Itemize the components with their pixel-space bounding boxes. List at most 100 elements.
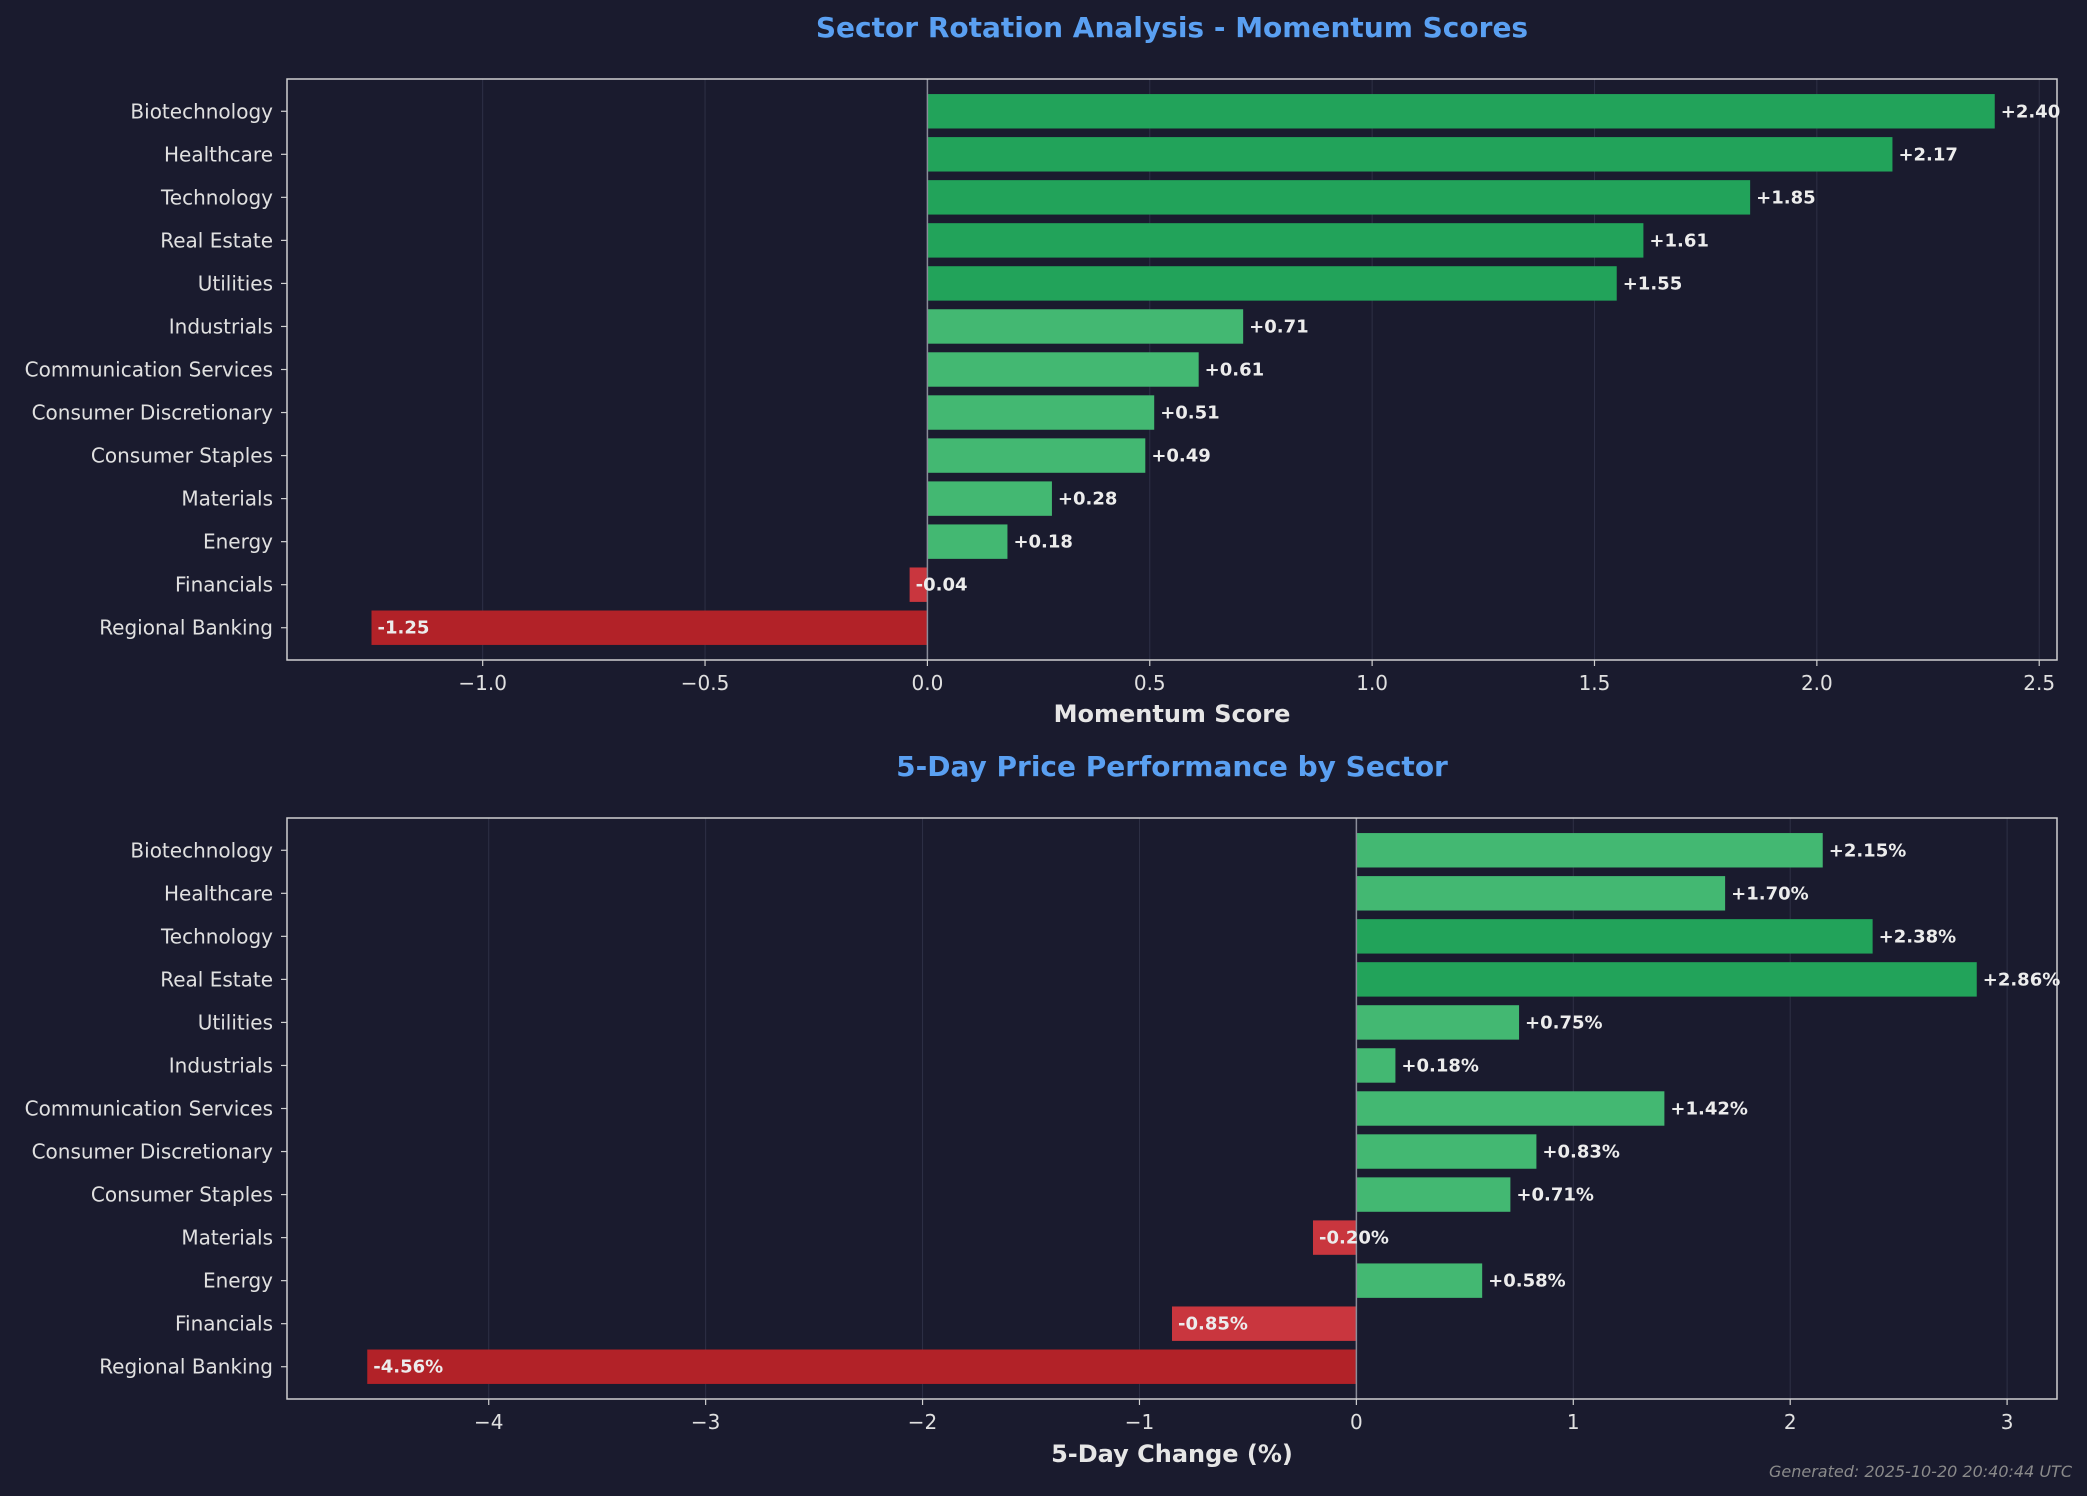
data-label: -4.56% [373,1357,443,1378]
x-tick-label: 1.0 [1356,671,1388,695]
bar [927,481,1052,516]
category-label: Biotechnology [130,99,273,123]
category-label: Utilities [198,271,273,295]
x-tick-label: 1 [1567,1410,1580,1434]
bar [1356,1091,1665,1126]
data-label: +0.71 [1249,316,1309,337]
bar [927,266,1617,301]
x-tick-label: 0 [1350,1410,1363,1434]
data-label: +2.17 [1898,144,1958,165]
category-label: Consumer Staples [91,444,273,468]
category-label: Financials [175,1312,273,1336]
x-tick-label: −2 [908,1410,937,1434]
bar [1356,876,1726,911]
data-label: +0.61 [1205,360,1265,381]
category-label: Biotechnology [130,838,273,862]
bar [1172,1306,1357,1341]
bar [1356,1263,1483,1298]
data-label: +0.58% [1488,1271,1566,1292]
x-tick-label: −4 [474,1410,503,1434]
bar [927,94,1995,129]
x-tick-label: 0.0 [911,671,943,695]
x-tick-label: −3 [691,1410,720,1434]
data-label: +1.42% [1670,1099,1748,1120]
category-label: Utilities [198,1010,273,1034]
x-tick-label: 2.5 [2023,671,2055,695]
bar [1356,1048,1396,1083]
x-tick-label: 2 [1784,1410,1797,1434]
x-tick-label: −1 [1125,1410,1154,1434]
bar [927,524,1008,559]
category-label: Communication Services [25,1097,273,1121]
data-label: +1.85 [1756,187,1816,208]
category-label: Consumer Discretionary [32,401,274,425]
bar [1356,919,1873,954]
data-label: +0.28 [1058,489,1118,510]
x-axis-label: 5-Day Change (%) [1051,1440,1293,1468]
x-tick-label: 3 [2001,1410,2014,1434]
data-label: +2.40 [2001,101,2061,122]
category-label: Energy [203,1269,273,1293]
data-label: +1.61 [1649,230,1709,251]
x-tick-label: 2.0 [1801,671,1833,695]
category-label: Consumer Staples [91,1183,273,1207]
generated-timestamp: Generated: 2025-10-20 20:40:44 UTC [1769,1462,2073,1481]
bar [927,438,1146,473]
data-label: +2.38% [1879,926,1957,947]
category-label: Healthcare [164,881,273,905]
momentum-chart: +2.40 +2.17 +1.85 +1.61 +1.55 +0.71 +0.61 +0.51… [25,11,2061,728]
bar [1356,962,1977,997]
category-label: Technology [160,185,273,209]
category-label: Regional Banking [99,1355,273,1379]
bar [1356,1177,1511,1212]
bar [909,567,928,602]
category-label: Communication Services [25,358,273,382]
bar [1312,1220,1357,1255]
category-label: Real Estate [160,228,273,252]
data-label: -0.85% [1178,1314,1248,1335]
bar [927,352,1199,387]
data-label: +1.70% [1731,883,1809,904]
bar [927,223,1644,258]
data-label: -0.04 [916,575,968,596]
data-label: +2.15% [1829,840,1907,861]
data-label: +0.75% [1525,1012,1603,1033]
category-label: Consumer Discretionary [32,1140,274,1164]
bar [1356,833,1823,868]
bar [927,180,1751,215]
data-label: +0.18 [1013,532,1073,553]
category-label: Healthcare [164,142,273,166]
price-performance-chart: +2.15% +1.70% +2.38% +2.86% +0.75% +0.18% +1.4… [25,750,2061,1468]
bar [927,137,1893,172]
data-label: +0.51 [1160,403,1220,424]
data-label: +2.86% [1983,969,2061,990]
category-label: Industrials [169,1053,273,1077]
bar [371,610,928,645]
category-label: Regional Banking [99,616,273,640]
data-label: -1.25 [377,618,429,639]
x-tick-label: 1.5 [1579,671,1611,695]
bar [927,395,1155,430]
x-tick-label: −0.5 [681,671,730,695]
chart-title: Sector Rotation Analysis - Momentum Scor… [816,11,1528,44]
x-axis-label: Momentum Score [1054,700,1291,728]
category-label: Materials [181,487,273,511]
category-label: Technology [160,924,273,948]
x-tick-label: −1.0 [458,671,507,695]
category-label: Materials [181,1226,273,1250]
data-label: +0.83% [1542,1142,1620,1163]
data-label: +0.71% [1516,1185,1594,1206]
plot-area [287,818,2057,1399]
bar [1356,1005,1520,1040]
chart-title: 5-Day Price Performance by Sector [896,750,1448,783]
bar [1356,1134,1537,1169]
category-label: Real Estate [160,967,273,991]
data-label: -0.20% [1319,1228,1389,1249]
category-label: Energy [203,530,273,554]
bar [927,309,1244,344]
bar [367,1349,1357,1384]
data-label: +0.18% [1401,1055,1479,1076]
category-label: Financials [175,573,273,597]
